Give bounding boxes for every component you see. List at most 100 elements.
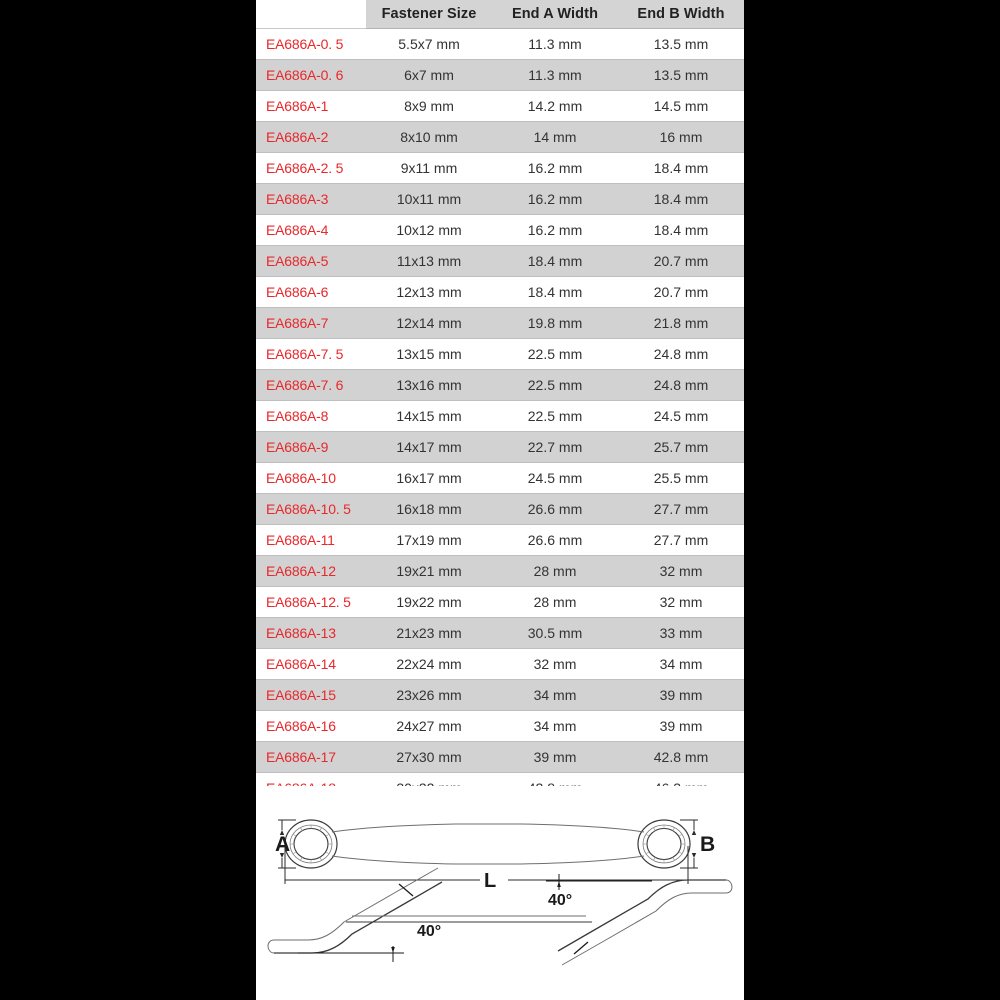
cell-end-a-width: 11.3 mm (492, 59, 618, 91)
column-header-model (256, 0, 366, 29)
cell-end-b-width: 18.4 mm (618, 183, 744, 215)
cell-model: EA686A-14 (256, 648, 366, 680)
table-row[interactable]: EA686A-7 12x14 mm 19.8 mm 21.8 mm (256, 307, 744, 339)
table-row[interactable]: EA686A-13 21x23 mm 30.5 mm 33 mm (256, 617, 744, 649)
cell-end-a-width: 26.6 mm (492, 524, 618, 556)
cell-end-b-width: 13.5 mm (618, 28, 744, 60)
table-row[interactable]: EA686A-5 11x13 mm 18.4 mm 20.7 mm (256, 245, 744, 277)
cell-end-a-width: 28 mm (492, 555, 618, 587)
cell-end-b-width: 39 mm (618, 679, 744, 711)
cell-fastener-size: 8x9 mm (366, 90, 492, 122)
cell-model: EA686A-10 (256, 462, 366, 494)
cell-model: EA686A-8 (256, 400, 366, 432)
cell-end-a-width: 18.4 mm (492, 245, 618, 277)
cell-end-b-width: 39 mm (618, 710, 744, 742)
cell-fastener-size: 14x17 mm (366, 431, 492, 463)
cell-fastener-size: 12x13 mm (366, 276, 492, 308)
table-row[interactable]: EA686A-4 10x12 mm 16.2 mm 18.4 mm (256, 214, 744, 246)
table-row[interactable]: EA686A-11 17x19 mm 26.6 mm 27.7 mm (256, 524, 744, 556)
table-row[interactable]: EA686A-3 10x11 mm 16.2 mm 18.4 mm (256, 183, 744, 215)
cell-end-b-width: 33 mm (618, 617, 744, 649)
cell-fastener-size: 8x10 mm (366, 121, 492, 153)
table-row[interactable]: EA686A-17 27x30 mm 39 mm 42.8 mm (256, 741, 744, 773)
cell-end-a-width: 14 mm (492, 121, 618, 153)
cell-fastener-size: 23x26 mm (366, 679, 492, 711)
cell-model: EA686A-13 (256, 617, 366, 649)
table-row[interactable]: EA686A-7. 6 13x16 mm 22.5 mm 24.8 mm (256, 369, 744, 401)
cell-model: EA686A-10. 5 (256, 493, 366, 525)
table-row[interactable]: EA686A-2. 5 9x11 mm 16.2 mm 18.4 mm (256, 152, 744, 184)
cell-end-b-width: 42.8 mm (618, 741, 744, 773)
cell-model: EA686A-7. 6 (256, 369, 366, 401)
cell-model: EA686A-0. 5 (256, 28, 366, 60)
cell-model: EA686A-3 (256, 183, 366, 215)
cell-fastener-size: 9x11 mm (366, 152, 492, 184)
end-b-ring (637, 819, 691, 869)
table-body: EA686A-0. 5 5.5x7 mm 11.3 mm 13.5 mm EA686A-… (256, 28, 744, 804)
table-row[interactable]: EA686A-15 23x26 mm 34 mm 39 mm (256, 679, 744, 711)
cell-end-b-width: 25.7 mm (618, 431, 744, 463)
dimension-a (278, 819, 296, 869)
cell-fastener-size: 22x24 mm (366, 648, 492, 680)
table-row[interactable]: EA686A-0. 5 5.5x7 mm 11.3 mm 13.5 mm (256, 28, 744, 60)
fastener-spec-table: Fastener Size End A Width End B Width EA… (256, 0, 744, 804)
cell-end-a-width: 22.5 mm (492, 338, 618, 370)
table-row[interactable]: EA686A-12. 5 19x22 mm 28 mm 32 mm (256, 586, 744, 618)
table-row[interactable]: EA686A-6 12x13 mm 18.4 mm 20.7 mm (256, 276, 744, 308)
cell-end-a-width: 22.5 mm (492, 369, 618, 401)
wrench-diagram-svg: A B L (267, 819, 733, 966)
cell-end-b-width: 25.5 mm (618, 462, 744, 494)
column-header-end-b-width: End B Width (618, 0, 744, 29)
column-header-fastener-size: Fastener Size (366, 0, 492, 29)
table-row[interactable]: EA686A-14 22x24 mm 32 mm 34 mm (256, 648, 744, 680)
table-row[interactable]: EA686A-0. 6 6x7 mm 11.3 mm 13.5 mm (256, 59, 744, 91)
cell-end-a-width: 19.8 mm (492, 307, 618, 339)
cell-model: EA686A-12. 5 (256, 586, 366, 618)
cell-model: EA686A-0. 6 (256, 59, 366, 91)
cell-end-a-width: 16.2 mm (492, 214, 618, 246)
cell-end-b-width: 16 mm (618, 121, 744, 153)
cell-end-b-width: 24.8 mm (618, 369, 744, 401)
cell-model: EA686A-6 (256, 276, 366, 308)
table-row[interactable]: EA686A-7. 5 13x15 mm 22.5 mm 24.8 mm (256, 338, 744, 370)
wrench-side-view: 40° 40° (267, 867, 733, 966)
table-row[interactable]: EA686A-10. 5 16x18 mm 26.6 mm 27.7 mm (256, 493, 744, 525)
cell-end-a-width: 16.2 mm (492, 183, 618, 215)
cell-fastener-size: 13x16 mm (366, 369, 492, 401)
cell-end-b-width: 24.8 mm (618, 338, 744, 370)
cell-end-a-width: 26.6 mm (492, 493, 618, 525)
cell-end-a-width: 22.5 mm (492, 400, 618, 432)
table-row[interactable]: EA686A-9 14x17 mm 22.7 mm 25.7 mm (256, 431, 744, 463)
cell-end-b-width: 24.5 mm (618, 400, 744, 432)
dimension-b (680, 819, 698, 869)
label-length: L (484, 870, 496, 892)
table-row[interactable]: EA686A-12 19x21 mm 28 mm 32 mm (256, 555, 744, 587)
angle-right-witness (546, 874, 652, 955)
cell-model: EA686A-7 (256, 307, 366, 339)
cell-end-a-width: 39 mm (492, 741, 618, 773)
cell-end-b-width: 21.8 mm (618, 307, 744, 339)
table-row[interactable]: EA686A-2 8x10 mm 14 mm 16 mm (256, 121, 744, 153)
table-row[interactable]: EA686A-8 14x15 mm 22.5 mm 24.5 mm (256, 400, 744, 432)
cell-fastener-size: 16x17 mm (366, 462, 492, 494)
cell-end-b-width: 27.7 mm (618, 524, 744, 556)
cell-model: EA686A-15 (256, 679, 366, 711)
cell-model: EA686A-9 (256, 431, 366, 463)
cell-fastener-size: 12x14 mm (366, 307, 492, 339)
cell-fastener-size: 11x13 mm (366, 245, 492, 277)
cell-fastener-size: 10x11 mm (366, 183, 492, 215)
cell-end-b-width: 32 mm (618, 555, 744, 587)
label-end-a: A (275, 833, 290, 856)
table-row[interactable]: EA686A-1 8x9 mm 14.2 mm 14.5 mm (256, 90, 744, 122)
label-angle-left: 40° (417, 923, 441, 940)
cell-model: EA686A-7. 5 (256, 338, 366, 370)
cell-model: EA686A-1 (256, 90, 366, 122)
angle-left-witness (298, 883, 414, 962)
cell-model: EA686A-16 (256, 710, 366, 742)
cell-end-b-width: 34 mm (618, 648, 744, 680)
cell-end-a-width: 32 mm (492, 648, 618, 680)
label-end-b: B (700, 833, 715, 856)
table-row[interactable]: EA686A-10 16x17 mm 24.5 mm 25.5 mm (256, 462, 744, 494)
table-row[interactable]: EA686A-16 24x27 mm 34 mm 39 mm (256, 710, 744, 742)
